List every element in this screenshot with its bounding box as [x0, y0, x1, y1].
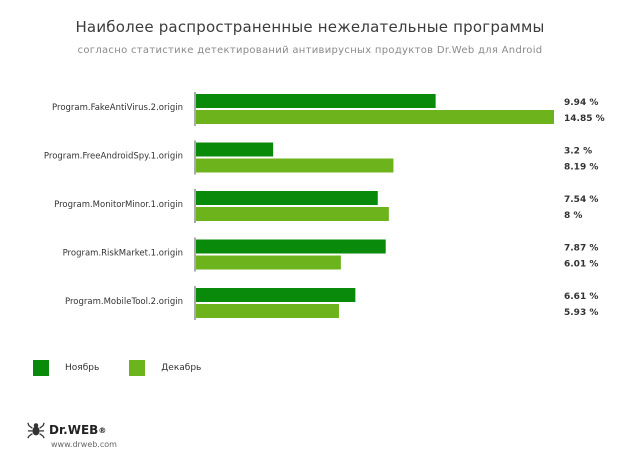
data-label: 9.94 % [564, 98, 598, 108]
category-label: Program.FreeAndroidSpy.1.origin [44, 152, 183, 162]
drweb-logo: Dr.WEB ® www.drweb.com [27, 421, 117, 449]
brand-url[interactable]: www.drweb.com [51, 440, 117, 449]
data-label: 5.93 % [564, 308, 598, 318]
bar-november [196, 142, 274, 157]
data-label: 14.85 % [564, 114, 605, 124]
data-label: 8.19 % [564, 163, 598, 173]
category-label: Program.RiskMarket.1.origin [63, 249, 183, 259]
legend-item-november: Ноябрь [33, 360, 99, 376]
legend-item-december: Декабрь [129, 360, 201, 376]
category-label: Program.MobileTool.2.origin [65, 297, 183, 307]
bar-november [196, 288, 356, 302]
chart-title: Наиболее распространенные нежелательные … [75, 18, 545, 36]
bar-december [196, 158, 394, 173]
data-label: 7.87 % [564, 244, 598, 254]
legend-label-november: Ноябрь [65, 363, 100, 373]
category-label: Program.FakeAntiVirus.2.origin [52, 103, 183, 113]
legend-swatch-december [129, 360, 146, 376]
legend-swatch-november [33, 360, 49, 376]
bar-november [196, 94, 436, 108]
spider-icon [27, 422, 45, 439]
data-label: 6.01 % [564, 260, 598, 270]
registered-mark: ® [98, 425, 107, 435]
bar-december [196, 110, 554, 124]
category-label: Program.MonitorMinor.1.origin [54, 200, 183, 210]
bar-december [196, 207, 389, 221]
legend-label-december: Декабрь [161, 363, 202, 373]
bar-december [196, 255, 341, 270]
data-label: 3.2 % [564, 147, 592, 157]
data-label: 6.61 % [564, 292, 598, 302]
chart-legend: Ноябрь Декабрь [33, 360, 231, 376]
bar-december [196, 304, 339, 318]
data-label: 7.54 % [564, 195, 598, 205]
bar-november [196, 191, 378, 205]
chart-subtitle: согласно статистике детектирований антив… [77, 45, 543, 56]
bar-november [196, 239, 386, 254]
brand-name: Dr.WEB [49, 423, 99, 437]
data-label: 8 % [564, 211, 582, 221]
